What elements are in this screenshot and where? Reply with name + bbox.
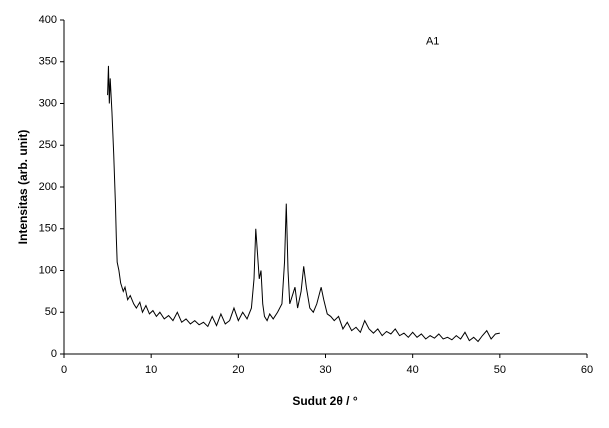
y-tick-label: 50 xyxy=(45,306,57,318)
x-tick-label: 40 xyxy=(407,364,419,376)
y-tick-label: 150 xyxy=(39,223,57,235)
x-tick-label: 10 xyxy=(145,364,157,376)
x-tick-label: 20 xyxy=(232,364,244,376)
x-tick-label: 60 xyxy=(581,364,593,376)
y-tick-label: 300 xyxy=(39,97,57,109)
y-tick-label: 400 xyxy=(39,14,57,26)
x-tick-label: 0 xyxy=(61,364,67,376)
y-axis-label: Intensitas (arb. unit) xyxy=(16,130,30,245)
annotation: A1 xyxy=(426,36,439,48)
x-tick-label: 30 xyxy=(319,364,331,376)
y-tick-label: 250 xyxy=(39,139,57,151)
y-tick-label: 350 xyxy=(39,56,57,68)
data-line xyxy=(107,65,500,343)
y-tick-label: 100 xyxy=(39,264,57,276)
y-tick-label: 0 xyxy=(51,348,57,360)
x-axis-label: Sudut 2θ / ° xyxy=(292,394,357,408)
y-tick-label: 200 xyxy=(39,181,57,193)
x-tick-label: 50 xyxy=(494,364,506,376)
